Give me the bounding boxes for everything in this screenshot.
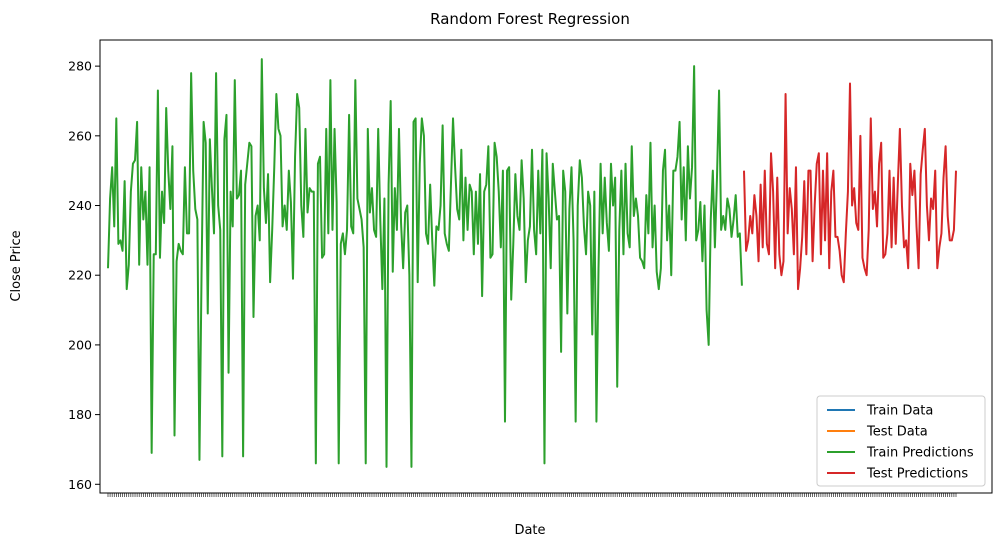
legend-box [816,395,986,487]
legend-entry: Test Predictions [866,467,968,482]
y-tick-label: 200 [68,337,92,352]
y-tick-label: 180 [68,407,92,422]
legend-entry: Train Predictions [866,446,974,461]
y-tick-label: 220 [68,268,92,283]
y-tick-label: 260 [68,128,92,143]
legend-entry: Train Data [866,404,933,419]
series-line-train-predictions [107,58,743,468]
series-line-test-predictions [743,82,957,291]
plot-lines [107,58,957,468]
chart-title: Random Forest Regression [430,10,630,28]
plot-area-frame [99,39,993,494]
y-axis-label: Close Price [9,230,24,301]
x-axis-label: Date [514,523,545,538]
y-tick-label: 280 [68,59,92,74]
legend-entry: Test Data [866,425,928,440]
y-axis-ticks: 160 180 200 220 240 260 280 [68,59,100,492]
y-tick-label: 160 [68,477,92,492]
legend: Train Data Test Data Train Predictions Test… [816,395,986,487]
y-tick-label: 240 [68,198,92,213]
x-axis-ticks [107,493,957,497]
